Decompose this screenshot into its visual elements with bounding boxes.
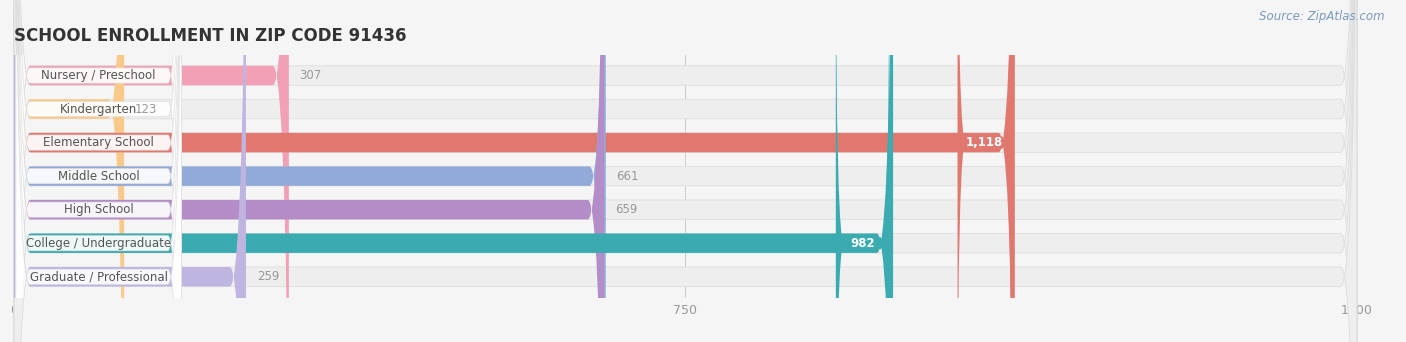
FancyBboxPatch shape: [957, 0, 1011, 342]
FancyBboxPatch shape: [15, 0, 181, 342]
Text: Source: ZipAtlas.com: Source: ZipAtlas.com: [1260, 10, 1385, 23]
Text: High School: High School: [63, 203, 134, 216]
FancyBboxPatch shape: [14, 0, 1357, 342]
FancyBboxPatch shape: [15, 0, 181, 342]
Text: 661: 661: [616, 170, 638, 183]
Text: Graduate / Professional: Graduate / Professional: [30, 270, 167, 283]
FancyBboxPatch shape: [15, 0, 181, 342]
FancyBboxPatch shape: [14, 0, 1357, 342]
FancyBboxPatch shape: [14, 0, 288, 342]
FancyBboxPatch shape: [14, 0, 1357, 342]
FancyBboxPatch shape: [14, 0, 1357, 342]
Text: Nursery / Preschool: Nursery / Preschool: [41, 69, 156, 82]
FancyBboxPatch shape: [15, 0, 181, 342]
Text: Kindergarten: Kindergarten: [60, 103, 138, 116]
FancyBboxPatch shape: [14, 0, 246, 342]
Text: 307: 307: [299, 69, 322, 82]
FancyBboxPatch shape: [14, 0, 893, 342]
Text: SCHOOL ENROLLMENT IN ZIP CODE 91436: SCHOOL ENROLLMENT IN ZIP CODE 91436: [14, 27, 406, 45]
Text: 259: 259: [257, 270, 278, 283]
FancyBboxPatch shape: [14, 0, 1357, 342]
FancyBboxPatch shape: [14, 0, 605, 342]
Text: Elementary School: Elementary School: [44, 136, 155, 149]
Text: College / Undergraduate: College / Undergraduate: [27, 237, 172, 250]
FancyBboxPatch shape: [15, 0, 181, 342]
Text: Middle School: Middle School: [58, 170, 139, 183]
Text: 123: 123: [135, 103, 157, 116]
Text: 659: 659: [614, 203, 637, 216]
FancyBboxPatch shape: [14, 0, 606, 342]
FancyBboxPatch shape: [14, 0, 124, 342]
FancyBboxPatch shape: [15, 0, 181, 342]
FancyBboxPatch shape: [14, 0, 1015, 342]
FancyBboxPatch shape: [14, 0, 1357, 342]
FancyBboxPatch shape: [14, 0, 1357, 342]
FancyBboxPatch shape: [835, 0, 890, 342]
FancyBboxPatch shape: [15, 0, 181, 342]
Text: 1,118: 1,118: [966, 136, 1002, 149]
Text: 982: 982: [851, 237, 875, 250]
